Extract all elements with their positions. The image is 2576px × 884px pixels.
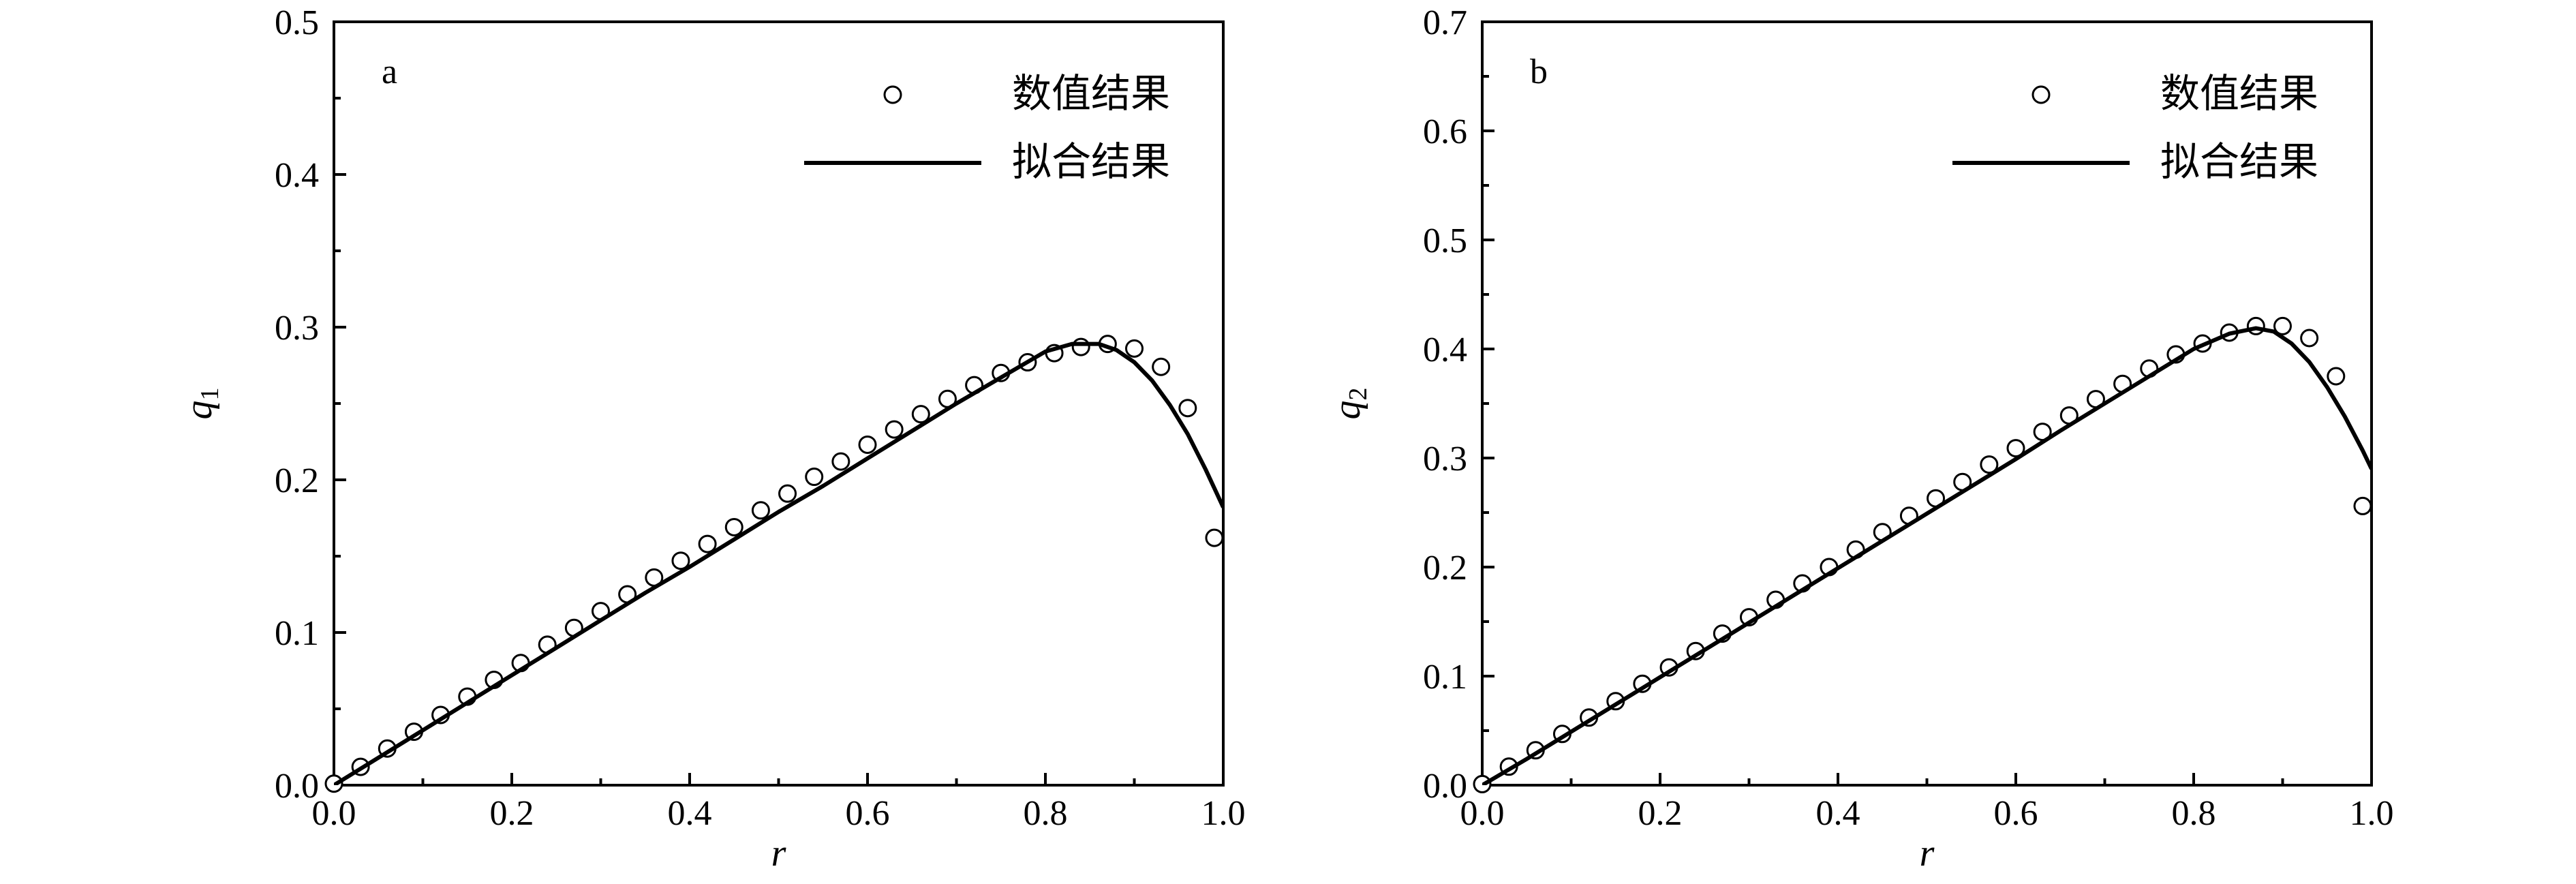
y-tick-label: 0.5 (275, 3, 319, 42)
y-tick-label: 0.1 (275, 614, 319, 653)
y-tick-label: 0.6 (1423, 112, 1467, 151)
y-tick-label: 0.0 (1423, 767, 1467, 806)
data-point (2300, 329, 2319, 348)
y-tick-label: 0.3 (275, 309, 319, 348)
panel-b: 0.0 0.2 0.4 0.6 0.8 1.0 0.0 0.1 0.2 0.3 0.4 0.5 0.6 0… (1326, 3, 2394, 874)
data-point (2006, 439, 2025, 458)
data-point (751, 501, 770, 520)
legend-label: 拟合结果 (1012, 138, 1170, 185)
panel-label: a (382, 52, 397, 91)
x-tick-label: 0.0 (1460, 794, 1505, 833)
data-point (885, 420, 904, 439)
legend-label: 数值结果 (2160, 70, 2318, 117)
data-point (1178, 399, 1197, 418)
legend-marker-circle (883, 85, 902, 104)
data-point (778, 484, 797, 503)
data-point (698, 534, 717, 553)
plot-frame (333, 20, 1225, 787)
y-tick-label: 0.2 (275, 461, 319, 500)
x-tick-label: 0.2 (1638, 794, 1683, 833)
panel-a: 0.0 0.2 0.4 0.6 0.8 1.0 0.0 0.1 0.2 0.3 0.4 0.5 r q1 a… (178, 3, 1246, 874)
data-point (724, 517, 743, 536)
y-tick-label: 0.5 (1423, 222, 1467, 260)
x-tick-label: 0.4 (668, 794, 712, 833)
data-point (2353, 496, 2372, 515)
x-tick-label: 0.8 (2172, 794, 2216, 833)
legend-label: 拟合结果 (2160, 138, 2318, 185)
data-point (2327, 367, 2346, 386)
fit-line (334, 341, 1223, 785)
x-tick-label: 0.4 (1816, 794, 1860, 833)
y-tick-label: 0.0 (275, 767, 319, 806)
x-tick-label: 0.6 (1994, 794, 2038, 833)
data-point (2246, 316, 2265, 335)
x-tick-label: 1.0 (1201, 794, 1246, 833)
x-tick-label: 0.2 (490, 794, 534, 833)
x-axis-title: r (771, 832, 786, 874)
data-point (1205, 528, 1224, 547)
data-point (1980, 455, 1999, 474)
legend-marker-circle (2031, 85, 2051, 104)
y-tick-label: 0.4 (1423, 331, 1467, 369)
data-point (1125, 339, 1144, 358)
y-axis-title-main: q (1326, 401, 1368, 420)
x-tick-label: 1.0 (2350, 794, 2394, 833)
fit-line (1482, 326, 2372, 785)
data-point (1071, 337, 1090, 356)
y-axis-title-subscript: 2 (1344, 388, 1373, 401)
y-tick-label: 0.4 (275, 156, 319, 195)
data-point (831, 452, 850, 471)
plot-frame (1481, 20, 2373, 787)
x-tick-label: 0.0 (312, 794, 356, 833)
data-point (805, 468, 824, 487)
legend-label: 数值结果 (1012, 70, 1170, 117)
data-point (2273, 316, 2292, 335)
x-tick-label: 0.8 (1024, 794, 1068, 833)
x-axis-title: r (1920, 832, 1935, 874)
panel-label: b (1530, 52, 1548, 91)
y-tick-label: 0.3 (1423, 440, 1467, 478)
y-tick-label: 0.7 (1423, 3, 1467, 42)
data-point (858, 435, 877, 454)
y-axis-title-main: q (178, 401, 220, 420)
y-tick-label: 0.2 (1423, 549, 1467, 588)
y-axis-title-subscript: 1 (196, 388, 224, 401)
data-point (671, 551, 690, 570)
y-axis-title: q1 (178, 388, 224, 420)
x-tick-label: 0.6 (846, 794, 890, 833)
data-point (911, 405, 930, 424)
y-tick-label: 0.1 (1423, 658, 1467, 697)
y-axis-title: q2 (1326, 388, 1373, 420)
data-point (1152, 357, 1171, 376)
